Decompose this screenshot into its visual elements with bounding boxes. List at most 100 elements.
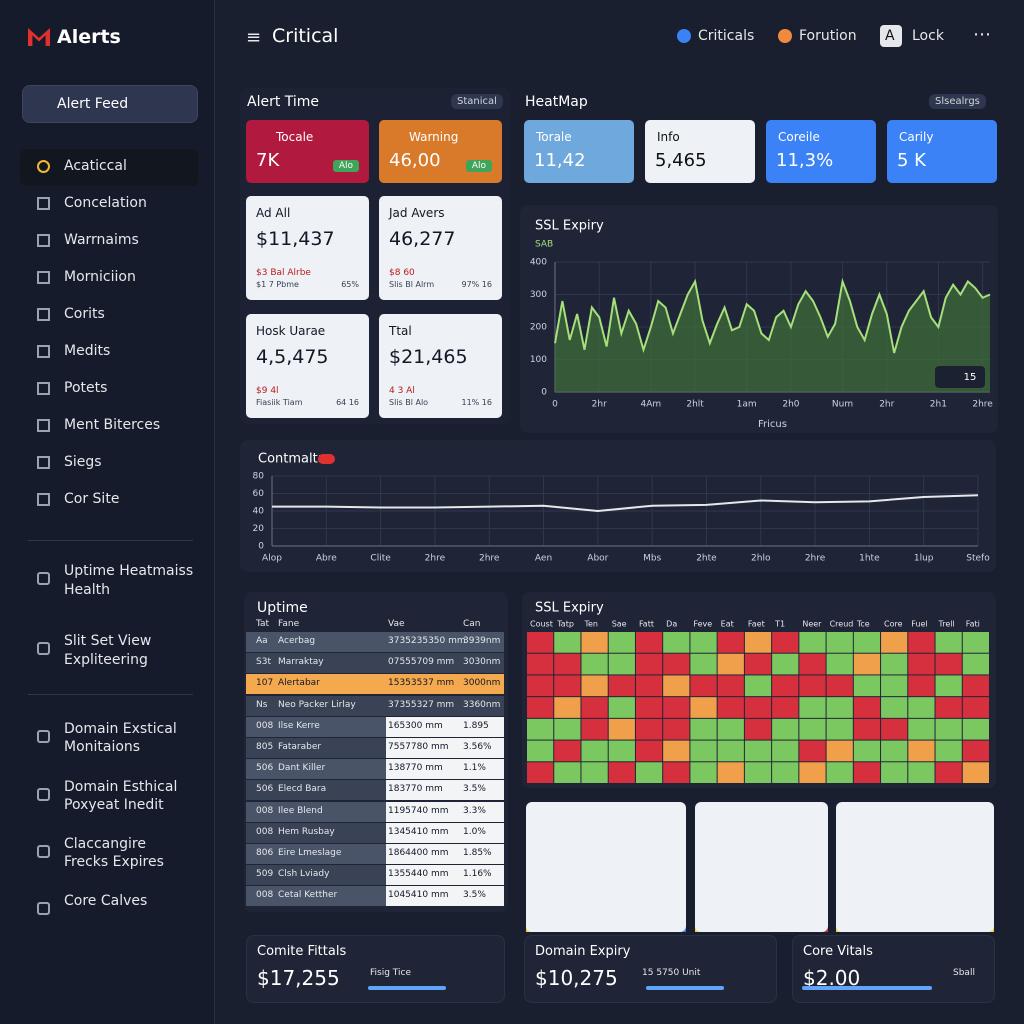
nav-icon xyxy=(37,493,50,506)
table-row xyxy=(246,695,504,716)
card-right: 97% 16 xyxy=(461,280,492,289)
column-header: Can xyxy=(463,619,481,629)
metric-card: Jad Avers 46,277 $8 60 Slis Bl Alrm 97% 16 xyxy=(379,196,502,300)
table-cell: 506 xyxy=(256,784,274,795)
nav-item[interactable]: Morniciion xyxy=(64,269,136,285)
tile-value: 11,3% xyxy=(776,150,834,171)
nav-item[interactable]: Warrnaims xyxy=(64,232,139,248)
table-cell: S3t xyxy=(256,657,271,668)
header-action[interactable]: Criticals xyxy=(698,28,755,44)
table-cell: 008 xyxy=(256,890,274,901)
table-cell: 1045410 mm xyxy=(388,890,449,901)
more-icon[interactable]: ⋯ xyxy=(973,24,991,45)
nav-item[interactable]: Concelation xyxy=(64,195,147,211)
table-cell: Ilse Kerre xyxy=(278,720,320,731)
table-cell: Ilee Blend xyxy=(278,805,323,816)
header-action[interactable]: Lock xyxy=(912,28,944,44)
heatmap-panel xyxy=(522,592,996,788)
action-icon xyxy=(778,29,792,43)
stat-title: Comite Fittals xyxy=(257,944,347,959)
table-cell: Aa xyxy=(256,636,268,646)
nav-item[interactable]: Ment Biterces xyxy=(64,417,161,433)
card-note: $9 4l xyxy=(256,386,279,396)
stat-card xyxy=(246,935,505,1003)
alert-feed-button[interactable]: Alert Feed xyxy=(22,85,198,123)
table-cell: 07555709 mm xyxy=(388,657,455,668)
metric-card: Ad All $11,437 $3 Bal Alrbe $1 7 Pbme 65% xyxy=(246,196,369,300)
card-label: Jad Avers xyxy=(389,206,445,220)
value-cell-bg xyxy=(386,801,504,822)
card-value: $21,465 xyxy=(389,346,468,368)
menu-icon: ≡ xyxy=(246,27,262,48)
tile-value: 5 K xyxy=(897,150,926,171)
nav-item[interactable]: Domain Exstical Monitaions xyxy=(64,721,177,755)
value-cell-bg xyxy=(386,780,504,801)
column-header: Tat xyxy=(256,619,270,629)
table-cell: 15353537 mm xyxy=(388,678,455,689)
table-row xyxy=(246,653,504,674)
stat-card xyxy=(792,935,995,1003)
page-title: Critical xyxy=(272,25,339,47)
gauge-card xyxy=(526,802,686,932)
nav-item[interactable]: Corits xyxy=(64,306,105,322)
action-icon xyxy=(880,25,902,47)
nav-icon xyxy=(37,419,50,432)
table-cell: Neo Packer Lirlay xyxy=(278,699,356,710)
button-label: Alert Feed xyxy=(57,96,129,112)
nav-item[interactable]: Cor Site xyxy=(64,491,120,507)
stat-value: $10,275 xyxy=(535,966,618,990)
tile-value: 11,42 xyxy=(534,150,586,171)
metric-card: Ttal $21,465 4 3 Al Slis Bl Alo 11% 16 xyxy=(379,314,502,418)
sidebar-separator xyxy=(28,694,193,695)
card-value: $11,437 xyxy=(256,228,335,250)
table-cell: Cetal Ketther xyxy=(278,890,338,901)
value-cell-bg xyxy=(386,844,504,864)
tile-value: 46,00 xyxy=(389,150,441,171)
stat-label: 15 5750 Unit xyxy=(642,968,701,978)
value-cell-bg xyxy=(386,865,504,886)
table-cell: 1.0% xyxy=(463,826,486,837)
stat-label: Fisig Tice xyxy=(370,968,411,978)
table-cell: 3030nm xyxy=(463,657,501,668)
value-cell-bg xyxy=(386,738,504,758)
table-cell: 1195740 mm xyxy=(388,805,449,816)
nav-item[interactable]: Potets xyxy=(64,380,108,396)
nav-item[interactable]: Uptime Heatmaiss Health xyxy=(64,563,194,598)
card-value: 4,5,475 xyxy=(256,346,329,368)
badge: Slsealrgs xyxy=(929,94,986,109)
nav-item[interactable]: Claccangire Frecks Expires xyxy=(64,836,164,870)
nav-item[interactable]: Acaticcal xyxy=(64,158,127,174)
header-action[interactable]: Forution xyxy=(799,28,857,44)
summary-tile: Carily 5 K xyxy=(887,120,997,183)
card-sub: Slis Bl Alo xyxy=(389,398,429,407)
table-cell: 165300 mm xyxy=(388,720,443,731)
table-cell: Eire Lmeslage xyxy=(278,848,342,858)
card-value: 46,277 xyxy=(389,228,456,250)
table-cell: 008 xyxy=(256,826,274,837)
table-cell: Clsh Lviady xyxy=(278,869,330,880)
nav-item[interactable]: Slit Set View Expliteering xyxy=(64,633,152,668)
table-cell: 107 xyxy=(256,678,274,689)
nav-item[interactable]: Core Calves xyxy=(64,893,148,909)
value-cell-bg xyxy=(386,759,504,780)
table-cell: 3360nm xyxy=(463,699,501,710)
table-cell: 1.16% xyxy=(463,869,492,880)
card-note: $8 60 xyxy=(389,268,415,278)
card-label: Ad All xyxy=(256,206,291,220)
table-cell: Marraktay xyxy=(278,657,324,668)
badge: Stanical xyxy=(451,94,503,109)
line-chart-panel xyxy=(520,205,998,433)
nav-icon xyxy=(37,271,50,284)
nav-item[interactable]: Medits xyxy=(64,343,111,359)
card-right: 64 16 xyxy=(336,398,359,407)
table-cell: Alertabar xyxy=(278,678,320,689)
tile-label: Carily xyxy=(899,130,934,144)
table-cell: Acerbag xyxy=(278,636,316,646)
nav-icon xyxy=(37,234,50,247)
nav-item[interactable]: Domain Esthical Poxyeat Inedit xyxy=(64,779,178,813)
card-sub: Slis Bl Alrm xyxy=(389,280,435,289)
panel-title: HeatMap xyxy=(525,94,588,110)
nav-item[interactable]: Siegs xyxy=(64,454,102,470)
table-cell: 3000nm xyxy=(463,678,501,689)
